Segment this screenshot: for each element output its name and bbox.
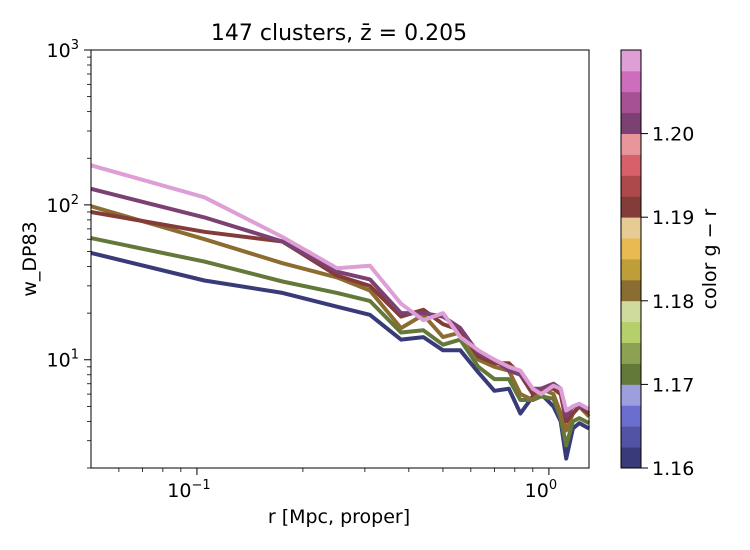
colorbar-swatch (621, 279, 641, 302)
colorbar-swatch (621, 363, 641, 385)
colorbar-swatch (621, 50, 641, 72)
colorbar-swatch (621, 342, 641, 364)
colorbar-swatch (621, 426, 641, 448)
colorbar-tick-label: 1.18 (652, 291, 694, 313)
plot-frame (90, 49, 590, 469)
x-tick-label: 10−1 (167, 478, 210, 502)
y-tick-label: 103 (47, 38, 79, 62)
chart-title: 147 clusters, z̄ = 0.205 (211, 21, 467, 46)
colorbar: 1.16 1.17 1.18 1.19 1.20 (620, 49, 694, 480)
y-tick-label: 101 (47, 348, 79, 372)
colorbar-swatch (621, 259, 641, 281)
x-axis: 10−1 100 (118, 468, 557, 502)
y-axis: 101 102 103 (47, 38, 91, 469)
colorbar-tick-label: 1.16 (652, 458, 694, 480)
y-tick-label: 102 (47, 193, 79, 217)
series-line-1 (90, 250, 590, 461)
series-layer (90, 163, 591, 461)
colorbar-swatch (621, 384, 641, 406)
colorbar-frame (620, 49, 642, 469)
colorbar-swatch (621, 154, 641, 176)
x-tick-label: 100 (525, 478, 557, 502)
colorbar-label: color g − r (699, 208, 721, 309)
y-axis-label: w_DP83 (19, 221, 41, 296)
series-line-6 (90, 163, 590, 413)
colorbar-swatch (621, 175, 641, 197)
series-line-2 (90, 236, 590, 448)
plot-background (91, 50, 589, 468)
colorbar-swatch (621, 112, 641, 134)
colorbar-swatch (621, 70, 641, 93)
colorbar-swatch (621, 217, 641, 239)
series-line-3 (90, 204, 591, 433)
colorbar-swatch (621, 447, 641, 469)
colorbar-swatch (621, 405, 641, 427)
colorbar-swatch (621, 133, 641, 155)
colorbar-tick-label: 1.17 (652, 374, 694, 396)
colorbar-swatch (621, 238, 641, 260)
colorbar-swatch (621, 300, 641, 323)
x-axis-label: r [Mpc, proper] (268, 506, 410, 528)
colorbar-swatch (621, 91, 641, 114)
colorbar-tick-label: 1.20 (652, 124, 694, 146)
plot-area (90, 49, 591, 469)
colorbar-swatch (621, 321, 641, 343)
colorbar-tick-label: 1.19 (652, 207, 694, 229)
colorbar-swatch (621, 196, 641, 218)
